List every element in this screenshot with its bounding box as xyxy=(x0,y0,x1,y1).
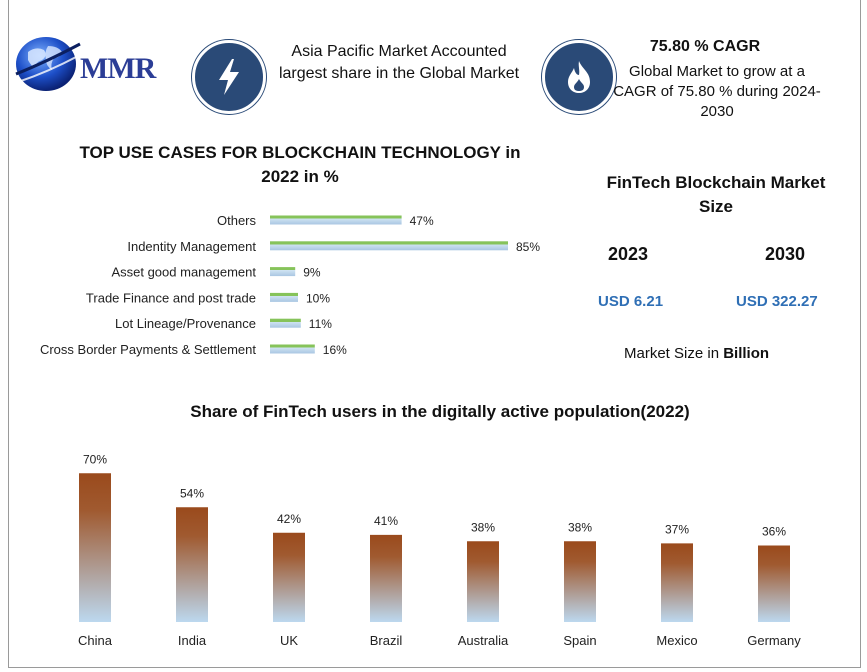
unit-prefix: Market Size in xyxy=(624,345,720,362)
flame-circle xyxy=(542,40,616,114)
fintech-users-chart-title: Share of FinTech users in the digitally … xyxy=(190,402,690,421)
vbar-category-label: Brazil xyxy=(370,633,403,648)
hbar-value-label: 11% xyxy=(309,317,332,331)
hbar-category-label: Lot Lineage/Provenance xyxy=(115,316,256,331)
cagr-description: Global Market to grow at a CAGR of 75.80… xyxy=(613,63,821,120)
region-share-text: Asia Pacific Market Accounted largest sh… xyxy=(278,43,520,82)
vbar-bar xyxy=(661,543,693,622)
vbar-value-label: 38% xyxy=(568,520,592,534)
vbar-bar xyxy=(370,534,402,622)
hbar-category-label: Cross Border Payments & Settlement xyxy=(40,342,256,357)
vbar-category-label: Germany xyxy=(747,633,801,648)
hbar-bar xyxy=(270,292,298,302)
blockchain-chart-title: TOP USE CASES FOR BLOCKCHAIN TECHNOLOGY … xyxy=(79,143,521,186)
market-value-2030: USD 322.27 xyxy=(736,293,818,310)
infographic-frame xyxy=(8,0,861,668)
hbar-bar xyxy=(270,241,508,251)
mmr-logo: MMR xyxy=(14,28,174,98)
hbar-category-label: Asset good management xyxy=(111,265,256,280)
hbar-bar xyxy=(270,344,315,354)
flame-icon xyxy=(568,61,590,93)
hbar-category-label: Indentity Management xyxy=(127,239,256,254)
vbar-value-label: 70% xyxy=(83,452,107,466)
market-value-2023: USD 6.21 xyxy=(598,293,664,310)
hbar-bar xyxy=(270,215,402,225)
vbar-value-label: 38% xyxy=(471,520,495,534)
hbar-category-label: Trade Finance and post trade xyxy=(86,290,256,305)
vbar-category-label: UK xyxy=(280,633,298,648)
vbar-value-label: 37% xyxy=(665,522,689,536)
vbar-value-label: 54% xyxy=(180,486,204,500)
vbar-category-label: China xyxy=(78,633,113,648)
year-2030: 2030 xyxy=(765,244,806,264)
vbar-category-label: Australia xyxy=(458,633,509,648)
lightning-circle xyxy=(192,40,266,114)
globe-icon xyxy=(15,37,81,91)
hbar-value-label: 47% xyxy=(410,214,434,228)
year-2023: 2023 xyxy=(608,244,649,264)
vbar-bar xyxy=(176,507,208,622)
vbar-category-label: India xyxy=(178,633,207,648)
hbar-value-label: 85% xyxy=(516,240,540,254)
hbar-category-label: Others xyxy=(217,213,257,228)
vbar-category-label: Spain xyxy=(563,633,596,648)
market-size-unit: Market Size in Billion xyxy=(624,345,769,362)
vbar-category-label: Mexico xyxy=(656,633,697,648)
vbar-value-label: 36% xyxy=(762,525,786,539)
lightning-bolt-icon xyxy=(219,59,239,95)
market-size-title: FinTech Blockchain Market Size xyxy=(606,173,826,216)
hbar-value-label: 9% xyxy=(303,266,321,280)
vbar-bar xyxy=(467,541,499,622)
unit-bold: Billion xyxy=(723,345,770,362)
vbar-bar xyxy=(564,541,596,622)
vbar-bar xyxy=(79,473,111,622)
fintech-users-chart: 70% China 54% India 42% UK 41% Brazil 38% Austral… xyxy=(78,452,801,648)
vbar-bar xyxy=(273,532,305,622)
cagr-title: 75.80 % CAGR xyxy=(649,38,761,55)
hbar-value-label: 16% xyxy=(323,343,347,357)
blockchain-use-cases-chart: Others 47% Indentity Management 85% Asset go… xyxy=(40,213,540,357)
hbar-value-label: 10% xyxy=(306,291,330,305)
logo-text: MMR xyxy=(80,52,156,85)
hbar-bar xyxy=(270,318,301,328)
vbar-value-label: 41% xyxy=(374,514,398,528)
hbar-bar xyxy=(270,267,296,277)
vbar-value-label: 42% xyxy=(277,512,301,526)
vbar-bar xyxy=(758,545,790,622)
